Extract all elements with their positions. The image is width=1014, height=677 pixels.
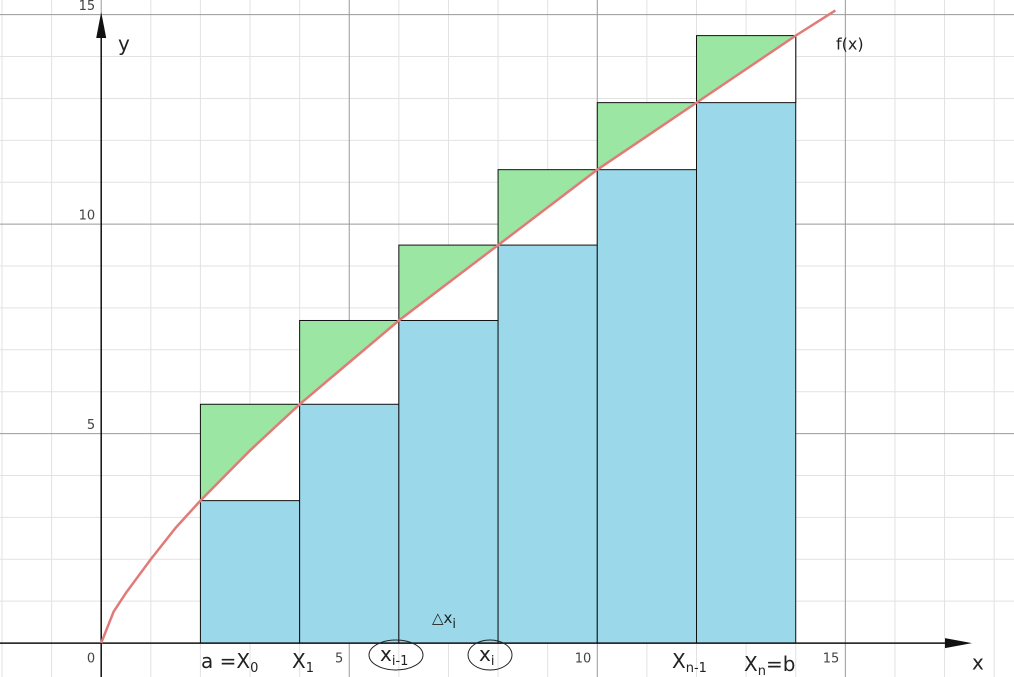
lower-bar	[596, 169, 698, 644]
point-label: X1	[292, 649, 314, 676]
point-label: Xn-1	[672, 649, 707, 676]
circle	[368, 639, 424, 671]
curve	[100, 9, 837, 644]
y-axis-label: y	[118, 32, 130, 56]
label-subscript: i	[491, 654, 495, 669]
label-subscript: 0	[250, 661, 258, 676]
curve-label: f(x)	[836, 35, 864, 54]
x-tick-label: 10	[575, 652, 592, 667]
label-subscript: n-1	[686, 661, 707, 676]
x-axis-label: x	[972, 651, 984, 675]
label-text: =b	[766, 652, 795, 676]
label-text: X	[744, 652, 758, 676]
bars	[199, 35, 797, 644]
lower-bar	[696, 102, 797, 644]
y-tick-label: 10	[79, 209, 96, 224]
lower-bar	[497, 244, 598, 644]
label-text: △x	[432, 609, 453, 627]
y-tick-label: 5	[87, 418, 95, 433]
point-label: xi-1	[380, 642, 408, 669]
x-tick-label: 0	[87, 652, 95, 667]
label-subscript: n	[758, 664, 766, 677]
x-tick-label: 15	[823, 652, 840, 667]
label-subscript: i-1	[392, 654, 409, 669]
point-label: Xn=b	[744, 652, 795, 677]
y-tick-label: 15	[79, 0, 96, 14]
lower-bar	[398, 319, 499, 644]
x-tick-label: 5	[335, 652, 343, 667]
point-label: xi	[479, 642, 494, 669]
y-arrow	[96, 12, 107, 38]
point-label: △xi	[432, 609, 456, 632]
label-text: x	[479, 642, 491, 666]
lower-bar	[199, 500, 301, 644]
label-text: a =X	[201, 649, 250, 673]
label-text: X	[292, 649, 306, 673]
label-text: x	[380, 642, 392, 666]
label-subscript: i	[452, 617, 456, 632]
lower-bar	[299, 403, 400, 644]
x-arrow	[945, 638, 972, 649]
point-label: a =X0	[201, 649, 258, 676]
label-subscript: 1	[306, 661, 314, 676]
label-text: X	[672, 649, 686, 673]
circle	[467, 639, 513, 671]
